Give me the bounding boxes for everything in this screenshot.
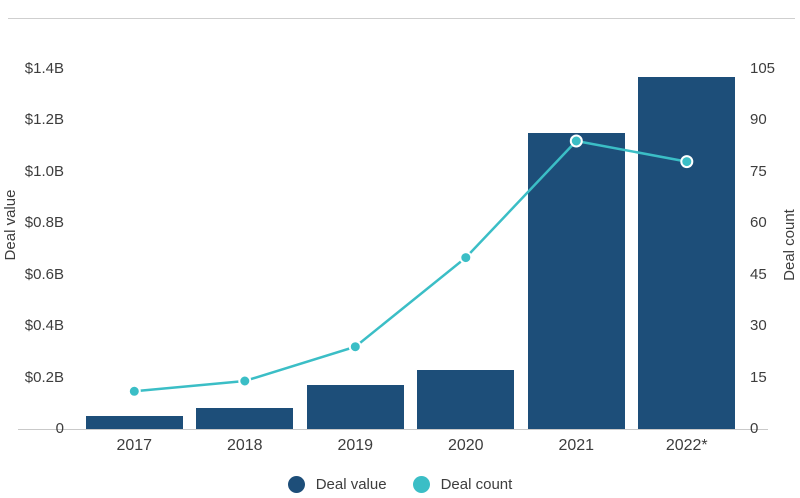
x-axis-label-2017: 2017 [116,437,153,454]
deal-count-marker-2019[interactable] [348,340,362,354]
right-axis-tick-label: 90 [750,111,767,129]
right-axis-tick-label: 60 [750,214,767,232]
deal-value-bar-2018[interactable] [196,408,294,429]
right-axis-tick-label: 75 [750,162,767,180]
right-axis-tick-label: 15 [750,368,767,386]
deal-value-bar-2021[interactable] [527,133,625,429]
right-axis-tick-label: 45 [750,265,767,283]
legend-label: Deal value [315,475,387,493]
legend-label: Deal count [440,475,513,493]
deal-count-line [134,139,688,393]
x-axis-label-2021: 2021 [558,437,595,454]
deal-count-marker-2021[interactable] [569,134,583,148]
x-axis-line [18,429,768,430]
left-axis-tick-label: $1.0B [24,162,64,180]
deal-count-swatch-icon [412,475,430,493]
right-axis-tick-label: 30 [750,317,767,335]
left-axis-tick-label: $1.2B [24,111,64,129]
deal-count-marker-2020[interactable] [459,251,473,265]
deal-value-bar-2019[interactable] [306,385,404,429]
x-axis-label-2019: 2019 [337,437,374,454]
left-axis-tick-label: $0.6B [24,265,64,283]
deal-value-swatch-icon [287,475,305,493]
legend-item-deal-count[interactable]: Deal count [412,475,513,493]
deal-value-bar-2020[interactable] [417,370,515,429]
left-axis-tick-label: 0 [55,420,64,437]
legend-item-deal-value[interactable]: Deal value [287,475,387,493]
x-axis-label-2018: 2018 [226,437,263,454]
x-axis-label-2020: 2020 [447,437,484,454]
left-axis-tick-label: $0.2B [24,368,64,386]
top-divider-line [8,18,795,19]
right-axis-title: Deal count [781,209,798,281]
right-axis-tick-label: 105 [750,60,776,77]
deal-value-bar-2022*[interactable] [638,77,736,429]
left-axis-tick-label: $0.4B [24,317,64,335]
right-axis-tick-label: 0 [750,420,759,437]
deal-value-bar-2017[interactable] [85,416,183,429]
legend: Deal value Deal count [0,474,800,494]
left-axis-tick-label: $1.4B [24,60,64,77]
deal-count-line-chart [127,134,694,398]
deal-count-marker-2017[interactable] [127,384,141,398]
left-axis-tick-label: $0.8B [24,214,64,232]
x-axis-label-2022: 2022* [665,437,708,454]
plot-area [79,20,742,429]
deal-count-marker-2018[interactable] [238,374,252,388]
deal-count-marker-2022*[interactable] [680,155,694,169]
